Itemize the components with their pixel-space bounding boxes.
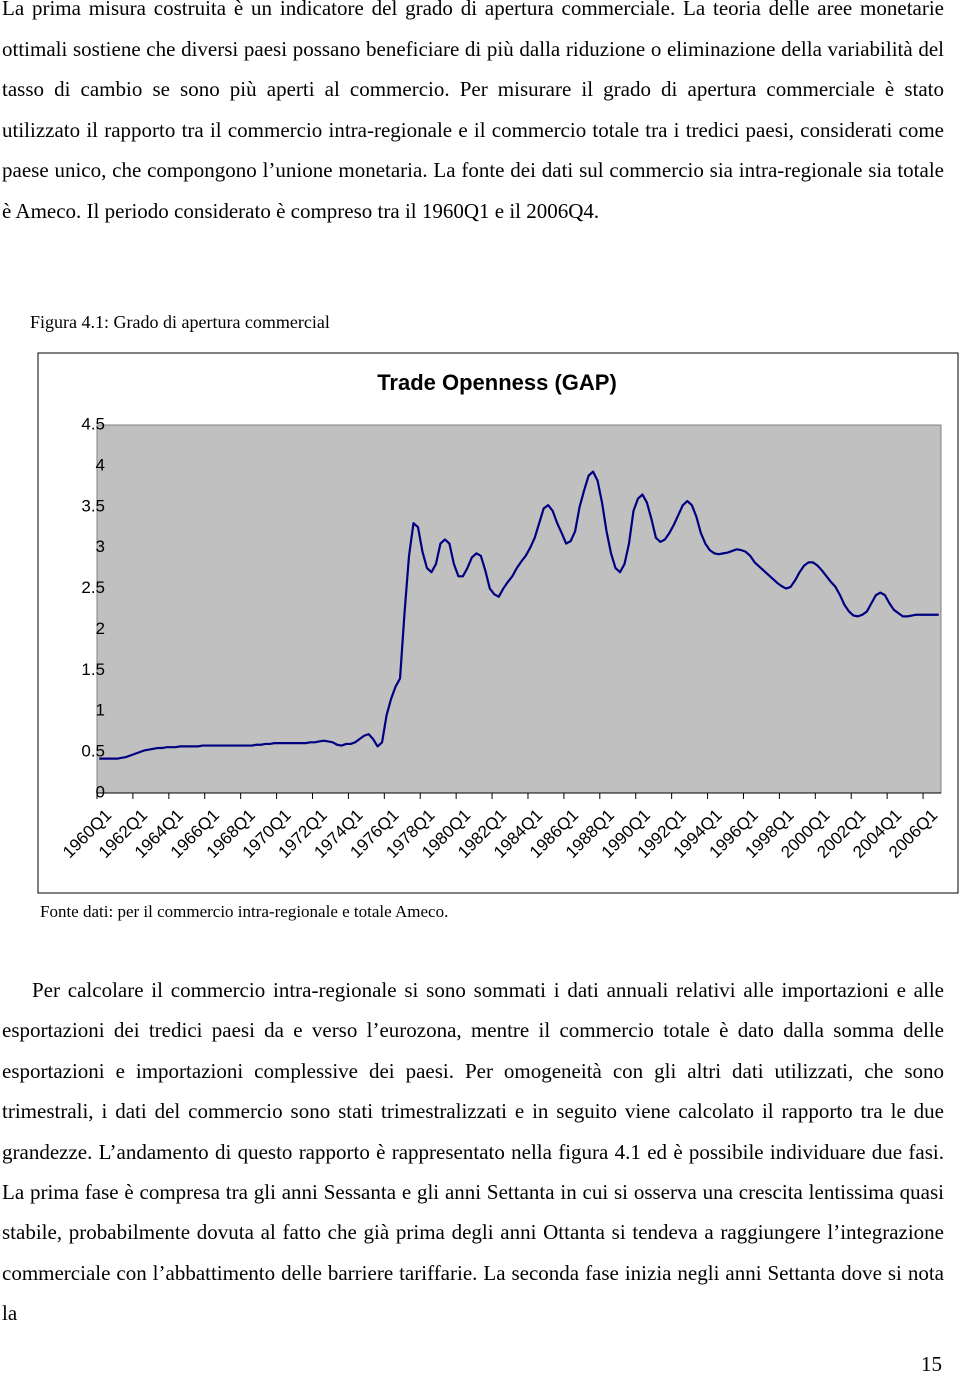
y-tick-label: 3.5	[81, 496, 105, 515]
page-number: 15	[921, 1352, 942, 1376]
y-tick-label: 1	[96, 701, 105, 720]
y-tick-label: 0	[96, 782, 105, 801]
figure-caption: Figura 4.1: Grado di apertura commercial	[30, 312, 330, 332]
y-tick-label: 2.5	[81, 578, 105, 597]
paragraph: Per calcolare il commercio intra-regiona…	[2, 978, 944, 1326]
y-tick-label: 4.5	[81, 414, 105, 433]
chart: Trade Openness (GAP) 0 0.5 1 1.5 2 2.5 3 3.5 4 4.…	[37, 352, 959, 894]
chart-title: Trade Openness (GAP)	[377, 370, 617, 395]
data-line	[99, 470, 939, 760]
plot-area	[96, 424, 942, 794]
paragraph: La prima misura costruita è un indicator…	[2, 0, 944, 223]
y-tick-label: 1.5	[81, 660, 105, 679]
y-tick-label: 3	[96, 537, 105, 556]
y-tick-label: 2	[96, 619, 105, 638]
y-tick-label: 4	[96, 455, 105, 474]
y-tick-label: 0.5	[81, 742, 105, 761]
figure-source: Fonte dati: per il commercio intra-regio…	[40, 902, 449, 921]
